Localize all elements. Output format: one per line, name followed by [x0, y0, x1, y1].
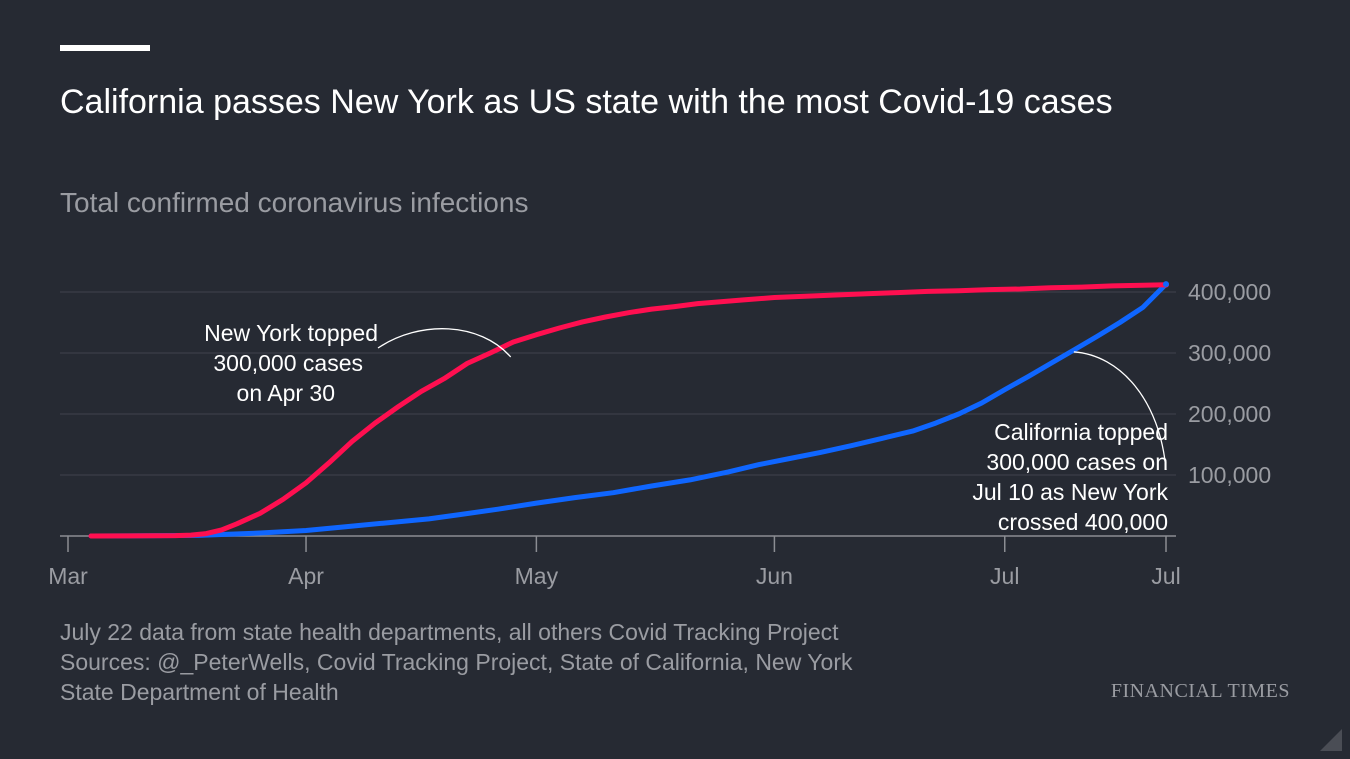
x-tick-label: Jun — [756, 563, 793, 589]
annotation-ca-line: crossed 400,000 — [998, 509, 1168, 535]
sources-line-1: Sources: @_PeterWells, Covid Tracking Pr… — [60, 649, 853, 675]
series-line-california — [88, 281, 1169, 539]
y-tick-label: 100,000 — [1188, 462, 1271, 488]
x-tick-label: Apr — [288, 563, 324, 589]
annotation-ca-line: 300,000 cases on — [986, 449, 1168, 475]
series-line-new-york — [88, 282, 1169, 539]
x-tick-label: Jul — [990, 563, 1019, 589]
annotation-ny-line: New York topped — [204, 320, 378, 346]
sources-line-2: State Department of Health — [60, 679, 339, 705]
annotation-ca-line: California topped — [994, 419, 1168, 445]
x-tick-label: Mar — [48, 563, 88, 589]
y-tick-label: 200,000 — [1188, 401, 1271, 427]
header-accent-bar — [60, 45, 150, 51]
data-note: July 22 data from state health departmen… — [60, 619, 839, 645]
annotation-ny-line: 300,000 cases — [213, 350, 363, 376]
x-tick-label: May — [515, 563, 559, 589]
y-tick-label: 300,000 — [1188, 340, 1271, 366]
chart-footer: July 22 data from state health departmen… — [60, 617, 1060, 707]
annotation-ca-line: Jul 10 as New York — [972, 479, 1168, 505]
x-tick-label: Jul — [1151, 563, 1180, 589]
series-endpoint-california — [1163, 281, 1169, 288]
chart-title: California passes New York as US state w… — [60, 83, 1113, 121]
annotation-connector-ca — [1073, 351, 1167, 471]
annotation-ny-line: on Apr 30 — [237, 380, 335, 406]
chart-subtitle: Total confirmed coronavirus infections — [60, 187, 529, 218]
line-chart: 100,000 200,000 300,000 400,000 Mar Apr May Jun… — [48, 279, 1271, 589]
resize-corner-icon — [1320, 729, 1342, 751]
annotation-connector-ny — [377, 328, 512, 358]
y-tick-label: 400,000 — [1188, 279, 1271, 305]
financial-times-logo: FINANCIAL TIMES — [1110, 680, 1290, 702]
